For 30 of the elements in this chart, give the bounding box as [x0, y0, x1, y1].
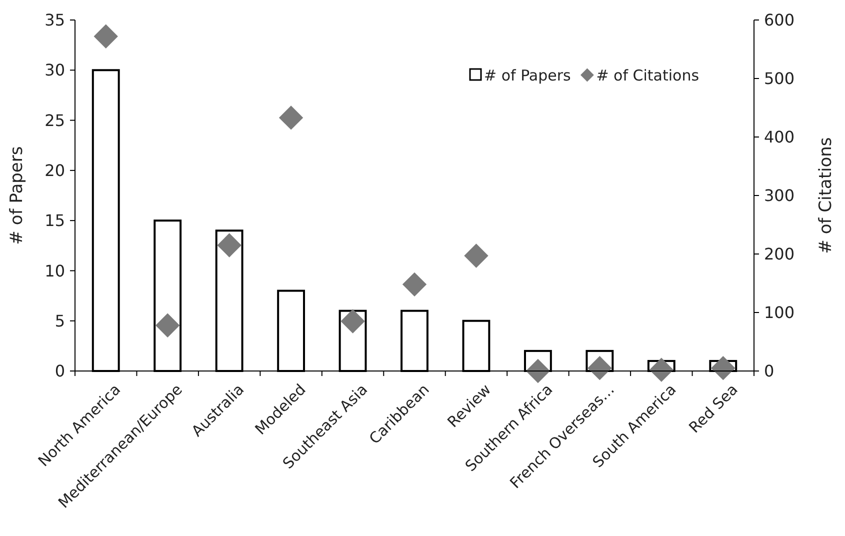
y-tick-label: 5 [54, 311, 65, 330]
y2-tick-label: 0 [764, 362, 774, 381]
legend-label: # of Citations [596, 66, 700, 84]
y2-tick-label: 500 [764, 69, 795, 88]
y2-tick-label: 300 [764, 186, 795, 206]
point [156, 313, 180, 338]
point [94, 24, 118, 48]
y2-tick-label: 100 [764, 303, 795, 322]
y-tick-label: 35 [44, 10, 65, 30]
y-axis-title: # of Papers [7, 146, 27, 245]
point [340, 309, 365, 334]
y2-tick-label: 200 [764, 244, 795, 264]
y-tick-label: 25 [44, 110, 65, 130]
point [588, 356, 612, 380]
y2-tick-label: 600 [764, 10, 795, 30]
y-tick-label: 20 [44, 161, 65, 180]
y-tick-label: 0 [54, 362, 65, 381]
point [526, 358, 550, 384]
legend-label: # of Papers [484, 66, 572, 84]
y-tick-label: 15 [44, 211, 65, 230]
point [278, 106, 304, 130]
point [711, 356, 736, 380]
point [649, 358, 674, 382]
point [217, 233, 242, 258]
point [402, 272, 427, 297]
y2-tick-label: 400 [764, 128, 795, 147]
y2-axis-title: # of Citations [816, 137, 836, 254]
y-tick-label: 30 [44, 60, 65, 80]
y-tick-label: 10 [44, 261, 65, 280]
point [464, 244, 488, 268]
